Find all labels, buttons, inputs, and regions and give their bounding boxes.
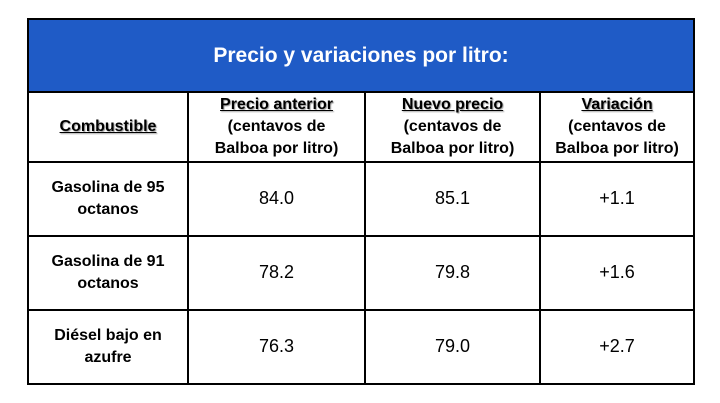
price-cell: 78.2 — [187, 234, 366, 311]
table-title: Precio y variaciones por litro: — [26, 18, 696, 93]
price-cell: +1.6 — [538, 234, 696, 311]
title-row: Precio y variaciones por litro: — [26, 18, 696, 93]
price-table: Precio y variaciones por litro: Combusti… — [26, 18, 696, 386]
header-cell: Variación (centavos de Balboa por litro) — [538, 91, 696, 163]
header-label: Variación — [581, 95, 653, 113]
price-cell: +2.7 — [538, 308, 696, 386]
header-cell: Combustible — [27, 91, 189, 163]
price-cell: 76.3 — [187, 308, 366, 386]
price-cell: +1.1 — [538, 160, 696, 237]
header-label: Precio anterior — [220, 95, 333, 113]
header-cell: Nuevo precio (centavos de Balboa por litr… — [364, 91, 541, 163]
price-cell: 79.8 — [364, 234, 541, 311]
data-row: Gasolina de 95 octanos 84.0 85.1 +1.1 — [27, 160, 696, 237]
header-row: Combustible Precio anterior (centavos de … — [27, 91, 696, 163]
price-cell: 85.1 — [364, 160, 541, 237]
header-label: Nuevo precio — [401, 95, 504, 113]
fuel-name: Gasolina de 91 octanos — [27, 234, 189, 311]
fuel-name: Diésel bajo en azufre — [27, 308, 189, 386]
data-row: Diésel bajo en azufre 76.3 79.0 +2.7 — [27, 308, 696, 386]
header-unit: (centavos de Balboa por litro) — [555, 117, 679, 157]
fuel-name: Gasolina de 95 octanos — [27, 160, 189, 237]
data-row: Gasolina de 91 octanos 78.2 79.8 +1.6 — [27, 234, 696, 311]
price-cell: 79.0 — [364, 308, 541, 386]
price-cell: 84.0 — [187, 160, 366, 237]
table-body: Precio y variaciones por litro: Combusti… — [26, 18, 696, 386]
header-cell: Precio anterior (centavos de Balboa por l… — [187, 91, 366, 163]
header-unit: (centavos de Balboa por litro) — [214, 117, 339, 157]
header-unit: (centavos de Balboa por litro) — [390, 117, 515, 157]
header-label: Combustible — [59, 117, 157, 135]
